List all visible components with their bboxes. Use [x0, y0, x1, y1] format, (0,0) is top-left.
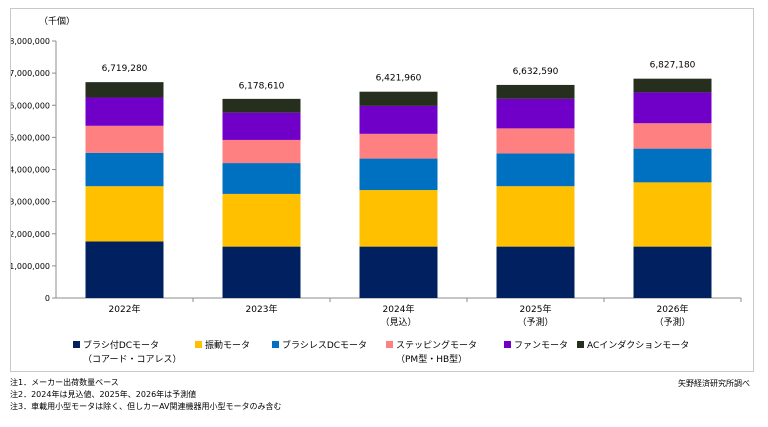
bar-segment [359, 190, 438, 247]
y-tick-label: 1,000,000 [11, 262, 50, 271]
legend-label-line2: （コアード・コアレス） [83, 354, 181, 365]
bar-segment [359, 91, 438, 106]
bar-segment [85, 97, 164, 126]
y-tick-label: 0 [45, 294, 50, 303]
labels: 6,719,280 2022年 6,178,610 2023年 6,421,960 202… [102, 61, 696, 328]
x-tick-sublabel: （予測） [654, 316, 690, 328]
total-label: 6,178,610 [239, 82, 285, 92]
total-label: 6,632,590 [513, 67, 559, 77]
bar-segment [496, 186, 575, 247]
bar-segment [359, 158, 438, 191]
x-tick-label: 2024年 [383, 303, 415, 315]
legend: ブラシ付DCモータ （コアード・コアレス） 振動モータ ブラシレスDCモータ ステッピン… [73, 339, 689, 365]
y-tick-label: 7,000,000 [11, 69, 50, 78]
legend-swatch [504, 341, 511, 348]
bar-segment [359, 246, 438, 298]
bar-segment [222, 246, 301, 298]
legend-swatch [577, 341, 584, 348]
bar-segment [222, 139, 301, 164]
bar-segment [496, 153, 575, 187]
legend-swatch [195, 341, 202, 348]
legend-label-line2: （PM型・HB型） [396, 354, 467, 365]
bar-segment [85, 241, 164, 298]
legend-label: ブラシ付DCモータ [83, 339, 159, 351]
bar-segment [633, 148, 712, 183]
legend-label: ブラシレスDCモータ [282, 339, 367, 351]
x-tick-label: 2025年 [520, 303, 552, 315]
bar-segment [633, 182, 712, 247]
x-tick-label: 2023年 [246, 303, 278, 315]
bar-segment [222, 163, 301, 194]
bar-segment [633, 123, 712, 149]
bar-segment [496, 98, 575, 129]
legend-swatch [386, 341, 393, 348]
source-credit: 矢野経済研究所調べ [678, 379, 750, 388]
legend-label: ステッピングモータ [396, 339, 477, 351]
bar-segment [222, 98, 301, 113]
y-tick-label: 8,000,000 [11, 37, 50, 46]
legend-label: ファンモータ [514, 340, 568, 351]
bar-segment [633, 246, 712, 298]
chart-frame: （千個） 0 1,000,000 2,000,000 3,000,000 4,000,0… [9, 8, 754, 372]
bar-segment [496, 84, 575, 99]
bar-segment [85, 125, 164, 153]
bar-segment [633, 92, 712, 124]
unit-label: （千個） [39, 15, 75, 27]
bar-segment [222, 193, 301, 247]
x-tick-label: 2022年 [109, 303, 141, 315]
x-tick-label: 2026年 [657, 303, 689, 315]
note-1: 注1．メーカー出荷数量ベース [10, 378, 119, 387]
legend-label: 振動モータ [205, 339, 250, 351]
bar-segment [85, 152, 164, 187]
note-3: 注3．車載用小型モータは除く、但しカーAV関連機器用小型モータのみ含む [10, 402, 282, 411]
bar-segment [359, 133, 438, 159]
bar-segment [85, 82, 164, 98]
legend-label: ACインダクションモータ [587, 339, 689, 351]
total-label: 6,719,280 [102, 64, 148, 74]
y-tick-label: 2,000,000 [11, 230, 50, 239]
legend-swatch [272, 341, 279, 348]
bars [85, 78, 712, 298]
note-2: 注2．2024年は見込値、2025年、2026年は予測値 [10, 390, 197, 399]
y-tick-label: 5,000,000 [11, 133, 50, 142]
bar-segment [359, 105, 438, 134]
bar-segment [85, 186, 164, 242]
legend-swatch [73, 341, 80, 348]
x-tick-sublabel: （見込） [380, 317, 416, 328]
axes: 0 1,000,000 2,000,000 3,000,000 4,000,000 5,0… [9, 37, 742, 303]
stacked-bar-chart: （千個） 0 1,000,000 2,000,000 3,000,000 4,000,0… [9, 15, 742, 365]
total-label: 6,827,180 [650, 61, 696, 71]
bar-segment [496, 246, 575, 298]
y-tick-label: 6,000,000 [11, 101, 50, 110]
bar-segment [222, 112, 301, 140]
y-tick-label: 3,000,000 [11, 198, 50, 207]
x-tick-sublabel: （予測） [517, 316, 553, 328]
bar-segment [496, 128, 575, 154]
total-label: 6,421,960 [376, 74, 422, 84]
bar-segment [633, 78, 712, 93]
y-tick-label: 4,000,000 [11, 166, 50, 175]
